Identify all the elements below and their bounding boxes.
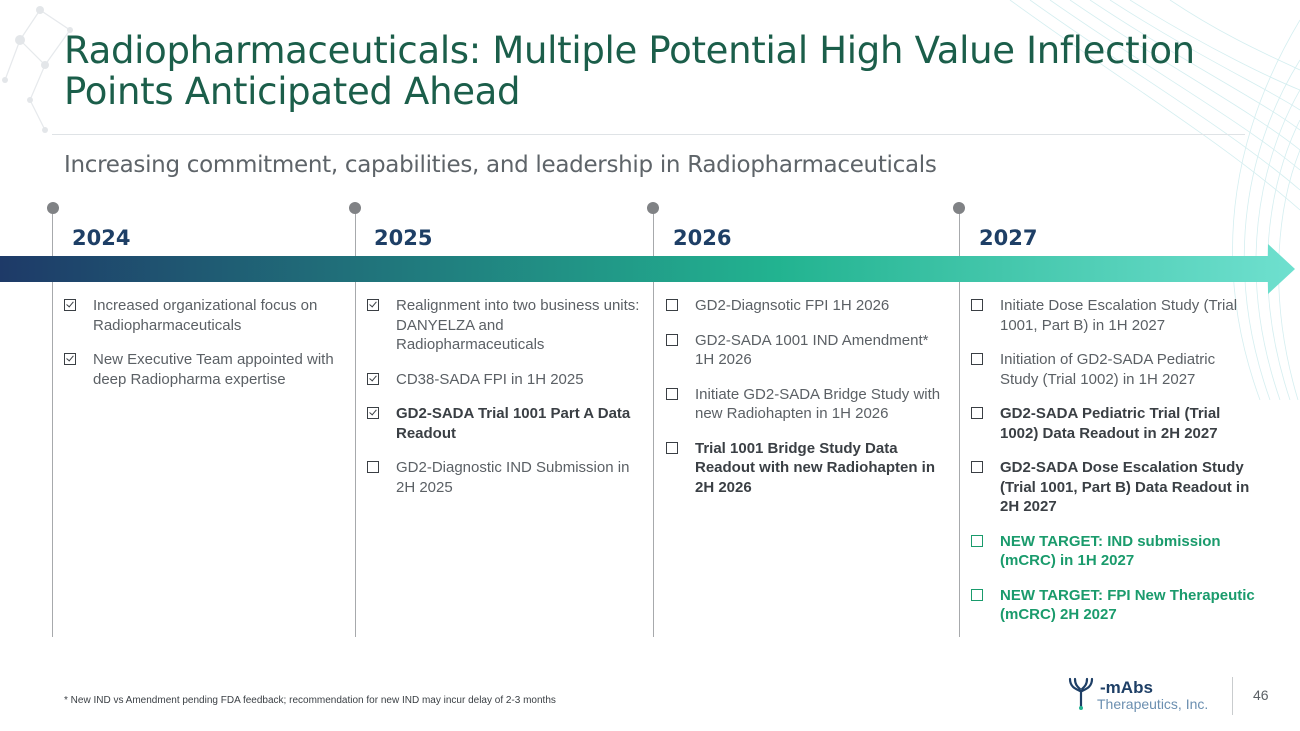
milestone-text: Increased organizational focus on Radiop…	[93, 297, 318, 334]
timeline-divider	[653, 208, 654, 637]
logo-wordmark: -mAbs	[1100, 678, 1153, 697]
milestone-item: CD38-SADA FPI in 1H 2025	[367, 370, 642, 390]
checked-box-icon	[367, 372, 379, 385]
milestone-text: GD2-SADA Pediatric Trial (Trial 1002) Da…	[1000, 405, 1221, 442]
milestone-item: Initiate Dose Escalation Study (Trial 10…	[971, 296, 1256, 335]
milestone-text: GD2-SADA Trial 1001 Part A Data Readout	[396, 405, 631, 442]
milestone-item: GD2-Diagnostic IND Submission in 2H 2025	[367, 458, 642, 497]
empty-box-icon	[666, 441, 678, 454]
milestone-item: GD2-SADA Pediatric Trial (Trial 1002) Da…	[971, 404, 1256, 443]
milestone-item: NEW TARGET: IND submission (mCRC) in 1H …	[971, 532, 1256, 571]
milestone-item: Initiation of GD2-SADA Pediatric Study (…	[971, 350, 1256, 389]
milestone-item: GD2-SADA 1001 IND Amendment* 1H 2026	[666, 331, 951, 370]
timeline-divider	[52, 208, 53, 637]
milestone-text: Realignment into two business units: DAN…	[396, 297, 640, 353]
slide-subtitle: Increasing commitment, capabilities, and…	[64, 152, 937, 178]
milestone-item: Realignment into two business units: DAN…	[367, 296, 642, 355]
timeline-column-2025: Realignment into two business units: DAN…	[367, 296, 642, 512]
timeline-arrow	[0, 244, 1295, 294]
timeline-marker	[647, 202, 659, 214]
timeline-column-2026: GD2-Diagnsotic FPI 1H 2026 GD2-SADA 1001…	[666, 296, 951, 512]
molecule-decoration	[2, 6, 73, 133]
empty-box-icon	[971, 407, 983, 419]
milestone-text: CD38-SADA FPI in 1H 2025	[396, 370, 584, 388]
title-divider	[52, 134, 1245, 135]
footnote: * New IND vs Amendment pending FDA feedb…	[64, 695, 556, 706]
checked-box-icon	[367, 299, 379, 311]
empty-box-icon	[971, 299, 983, 311]
ymabs-logo-icon	[1068, 677, 1094, 710]
checked-box-icon	[64, 299, 76, 311]
year-label-2027: 2027	[979, 226, 1038, 250]
milestone-text: Initiation of GD2-SADA Pediatric Study (…	[1000, 351, 1216, 388]
milestone-item: Increased organizational focus on Radiop…	[64, 296, 344, 335]
milestone-text: NEW TARGET: IND submission (mCRC) in 1H …	[1000, 532, 1221, 570]
milestone-text: Initiate GD2-SADA Bridge Study with new …	[695, 385, 941, 423]
timeline-marker	[47, 202, 59, 214]
timeline-divider	[959, 208, 960, 637]
year-label-2026: 2026	[673, 226, 732, 250]
milestone-item: GD2-SADA Dose Escalation Study (Trial 10…	[971, 458, 1256, 517]
milestone-item: GD2-SADA Trial 1001 Part A Data Readout	[367, 404, 642, 443]
checked-box-icon	[64, 353, 76, 365]
empty-box-icon	[971, 461, 983, 473]
empty-box-icon	[367, 461, 379, 473]
checked-box-icon	[367, 407, 379, 419]
empty-box-icon	[666, 387, 678, 400]
company-logo: -mAbs Therapeutics, Inc.	[1066, 675, 1226, 715]
year-label-2025: 2025	[374, 226, 433, 250]
empty-box-icon	[971, 353, 983, 365]
milestone-text: New Executive Team appointed with deep R…	[93, 351, 334, 388]
timeline-divider	[355, 208, 356, 637]
empty-box-icon	[971, 588, 983, 601]
wave-lines-decoration	[1009, 0, 1300, 400]
milestone-item: Trial 1001 Bridge Study Data Readout wit…	[666, 439, 951, 498]
year-label-2024: 2024	[72, 226, 131, 250]
milestone-text: Initiate Dose Escalation Study (Trial 10…	[1000, 297, 1238, 334]
timeline-column-2024: Increased organizational focus on Radiop…	[64, 296, 344, 404]
empty-box-icon	[666, 299, 678, 311]
slide-title: Radiopharmaceuticals: Multiple Potential…	[64, 29, 1195, 113]
milestone-item: Initiate GD2-SADA Bridge Study with new …	[666, 385, 951, 424]
milestone-text: Trial 1001 Bridge Study Data Readout wit…	[695, 439, 935, 496]
milestone-text: GD2-SADA Dose Escalation Study (Trial 10…	[1000, 459, 1250, 515]
milestone-item: New Executive Team appointed with deep R…	[64, 350, 344, 389]
milestone-text: GD2-Diagnsotic FPI 1H 2026	[695, 297, 890, 314]
milestone-text: NEW TARGET: FPI New Therapeutic (mCRC) 2…	[1000, 586, 1255, 624]
timeline-marker	[953, 202, 965, 214]
timeline-column-2027: Initiate Dose Escalation Study (Trial 10…	[971, 296, 1256, 640]
page-number: 46	[1253, 687, 1269, 703]
empty-box-icon	[666, 333, 678, 346]
milestone-text: GD2-SADA 1001 IND Amendment* 1H 2026	[695, 331, 929, 369]
milestone-item: GD2-Diagnsotic FPI 1H 2026	[666, 296, 951, 316]
milestone-text: GD2-Diagnostic IND Submission in 2H 2025	[396, 459, 630, 496]
timeline-marker	[349, 202, 361, 214]
milestone-item: NEW TARGET: FPI New Therapeutic (mCRC) 2…	[971, 586, 1256, 625]
logo-subtitle: Therapeutics, Inc.	[1097, 696, 1209, 712]
empty-box-icon	[971, 534, 983, 547]
footer-divider	[1232, 677, 1233, 715]
